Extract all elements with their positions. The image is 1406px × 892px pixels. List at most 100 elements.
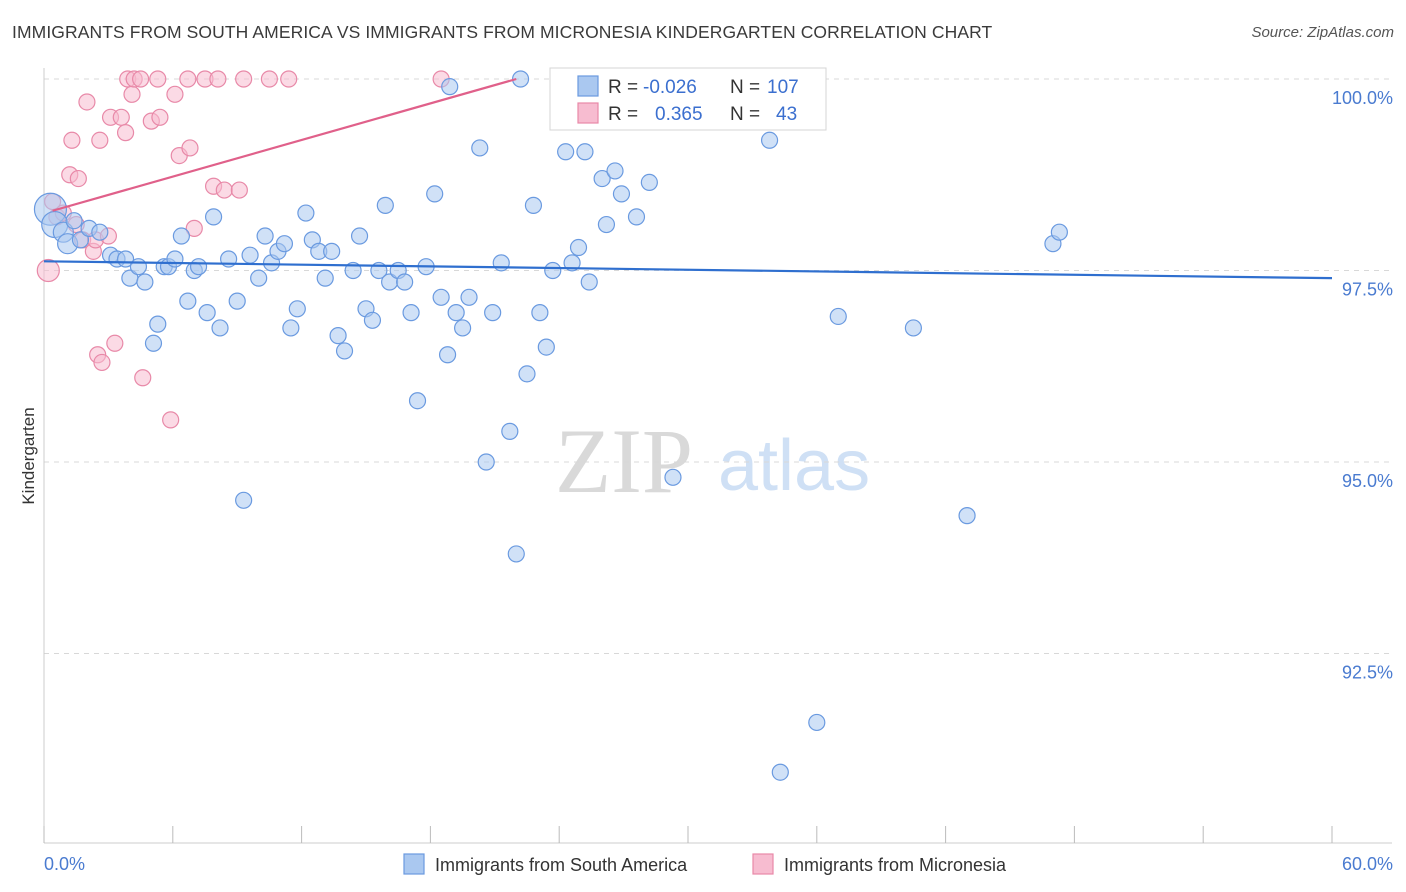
blue-point-72: [531, 304, 549, 322]
blue-point-86: [627, 208, 646, 226]
blue-point-78: [569, 238, 588, 257]
blue-point-93: [760, 131, 779, 149]
legend-swatch-micronesia: [752, 853, 774, 875]
blue-point-58: [438, 346, 457, 364]
blue-point-83: [606, 162, 624, 180]
pink-point-13: [91, 131, 109, 149]
blue-point-89: [664, 468, 682, 486]
pink-trend-line: [52, 77, 517, 212]
blue-point-64: [477, 453, 495, 471]
stats-blue-r-label: R =: [608, 77, 638, 98]
pink-point-38: [230, 181, 248, 199]
pink-point-28: [162, 411, 180, 429]
blue-point-20: [179, 292, 197, 310]
x-tick-label-1: 60.0%: [1342, 854, 1393, 874]
pink-point-33: [185, 219, 203, 237]
chart-title: IMMIGRANTS FROM SOUTH AMERICA VS IMMIGRA…: [12, 22, 993, 42]
pink-point-17: [106, 334, 124, 352]
pink-point-19: [116, 124, 135, 142]
blue-point-57: [432, 288, 450, 306]
blue-point-68: [507, 545, 525, 563]
blue-point-54: [408, 392, 427, 410]
blue-point-29: [241, 246, 259, 264]
pink-point-39: [235, 70, 253, 88]
blue-point-63: [471, 139, 489, 157]
blue-point-12: [129, 258, 148, 276]
blue-point-100: [958, 507, 976, 525]
stats-blue-n-value: 107: [767, 77, 799, 98]
south-america-points: [33, 70, 1068, 781]
blue-point-18: [166, 250, 184, 268]
blue-point-42: [329, 327, 347, 345]
blue-point-28: [235, 491, 253, 509]
blue-point-65: [484, 304, 502, 322]
blue-point-23: [198, 304, 216, 322]
y-tick-label-3: 92.5%: [1342, 663, 1393, 683]
stats-blue-r-value: -0.026: [643, 77, 697, 98]
blue-point-79: [576, 143, 594, 161]
blue-point-25: [211, 319, 229, 337]
pink-point-32: [181, 139, 199, 157]
pink-point-26: [149, 70, 167, 88]
stats-pink-n-value: 43: [776, 104, 797, 125]
y-tick-label-0: 100.0%: [1332, 88, 1393, 108]
pink-point-41: [280, 70, 298, 88]
legend-swatch-south-america: [403, 853, 425, 875]
blue-point-41: [323, 242, 341, 260]
blue-point-73: [537, 338, 555, 356]
pink-point-36: [209, 70, 227, 88]
blue-point-67: [501, 422, 519, 440]
blue-point-45: [350, 227, 369, 245]
blue-point-27: [228, 292, 246, 310]
blue-point-88: [640, 173, 658, 192]
blue-point-82: [597, 215, 616, 234]
pink-point-5: [63, 131, 81, 149]
blue-point-62: [460, 288, 478, 306]
blue-point-13: [136, 273, 154, 291]
y-axis-title: Kindergarten: [19, 407, 38, 504]
stats-pink-swatch: [577, 102, 599, 124]
pink-point-29: [166, 85, 184, 103]
source-credit: Source: ZipAtlas.com: [1251, 24, 1394, 41]
legend-label-south-america: Immigrants from South America: [435, 855, 688, 875]
blue-point-14: [144, 334, 163, 352]
blue-point-74: [544, 261, 562, 280]
pink-point-14: [93, 353, 111, 372]
watermark-atlas: atlas: [718, 426, 870, 506]
pink-point-18: [112, 108, 130, 126]
stats-pink-r-label: R =: [608, 104, 638, 125]
blue-point-84: [612, 185, 631, 203]
blue-point-49: [376, 196, 394, 214]
pink-point-31: [179, 70, 197, 88]
blue-point-36: [288, 300, 306, 318]
pink-point-40: [260, 70, 278, 88]
y-tick-label-1: 97.5%: [1342, 280, 1393, 300]
bottom-legend: Immigrants from South America Immigrants…: [403, 853, 1007, 875]
blue-point-43: [335, 342, 354, 360]
pink-point-27: [151, 108, 169, 126]
stats-blue-n-label: N =: [730, 77, 760, 98]
blue-point-52: [396, 273, 414, 291]
blue-point-102: [1050, 223, 1068, 241]
blue-point-61: [454, 319, 472, 337]
x-tick-label-0: 0.0%: [44, 854, 85, 874]
blue-point-80: [580, 273, 598, 291]
blue-point-40: [316, 269, 334, 287]
blue-point-35: [282, 319, 300, 337]
blue-point-7: [91, 223, 109, 241]
blue-point-59: [441, 78, 459, 96]
blue-point-97: [808, 713, 826, 732]
gridlines: [44, 78, 1392, 654]
blue-point-94: [771, 763, 789, 781]
blue-point-4: [65, 212, 83, 230]
pink-point-0: [36, 258, 60, 283]
blue-point-71: [524, 196, 543, 214]
axes: 100.0% 97.5% 95.0% 92.5% 0.0% 60.0% Kindergart…: [19, 68, 1393, 874]
pink-point-23: [132, 70, 150, 88]
blue-point-22: [189, 258, 208, 276]
stats-pink-n-label: N =: [730, 104, 760, 125]
stats-pink-r-value: 0.365: [655, 104, 703, 125]
trend-lines: [43, 77, 1333, 280]
y-tick-label-2: 95.0%: [1342, 471, 1393, 491]
blue-point-34: [275, 235, 294, 253]
